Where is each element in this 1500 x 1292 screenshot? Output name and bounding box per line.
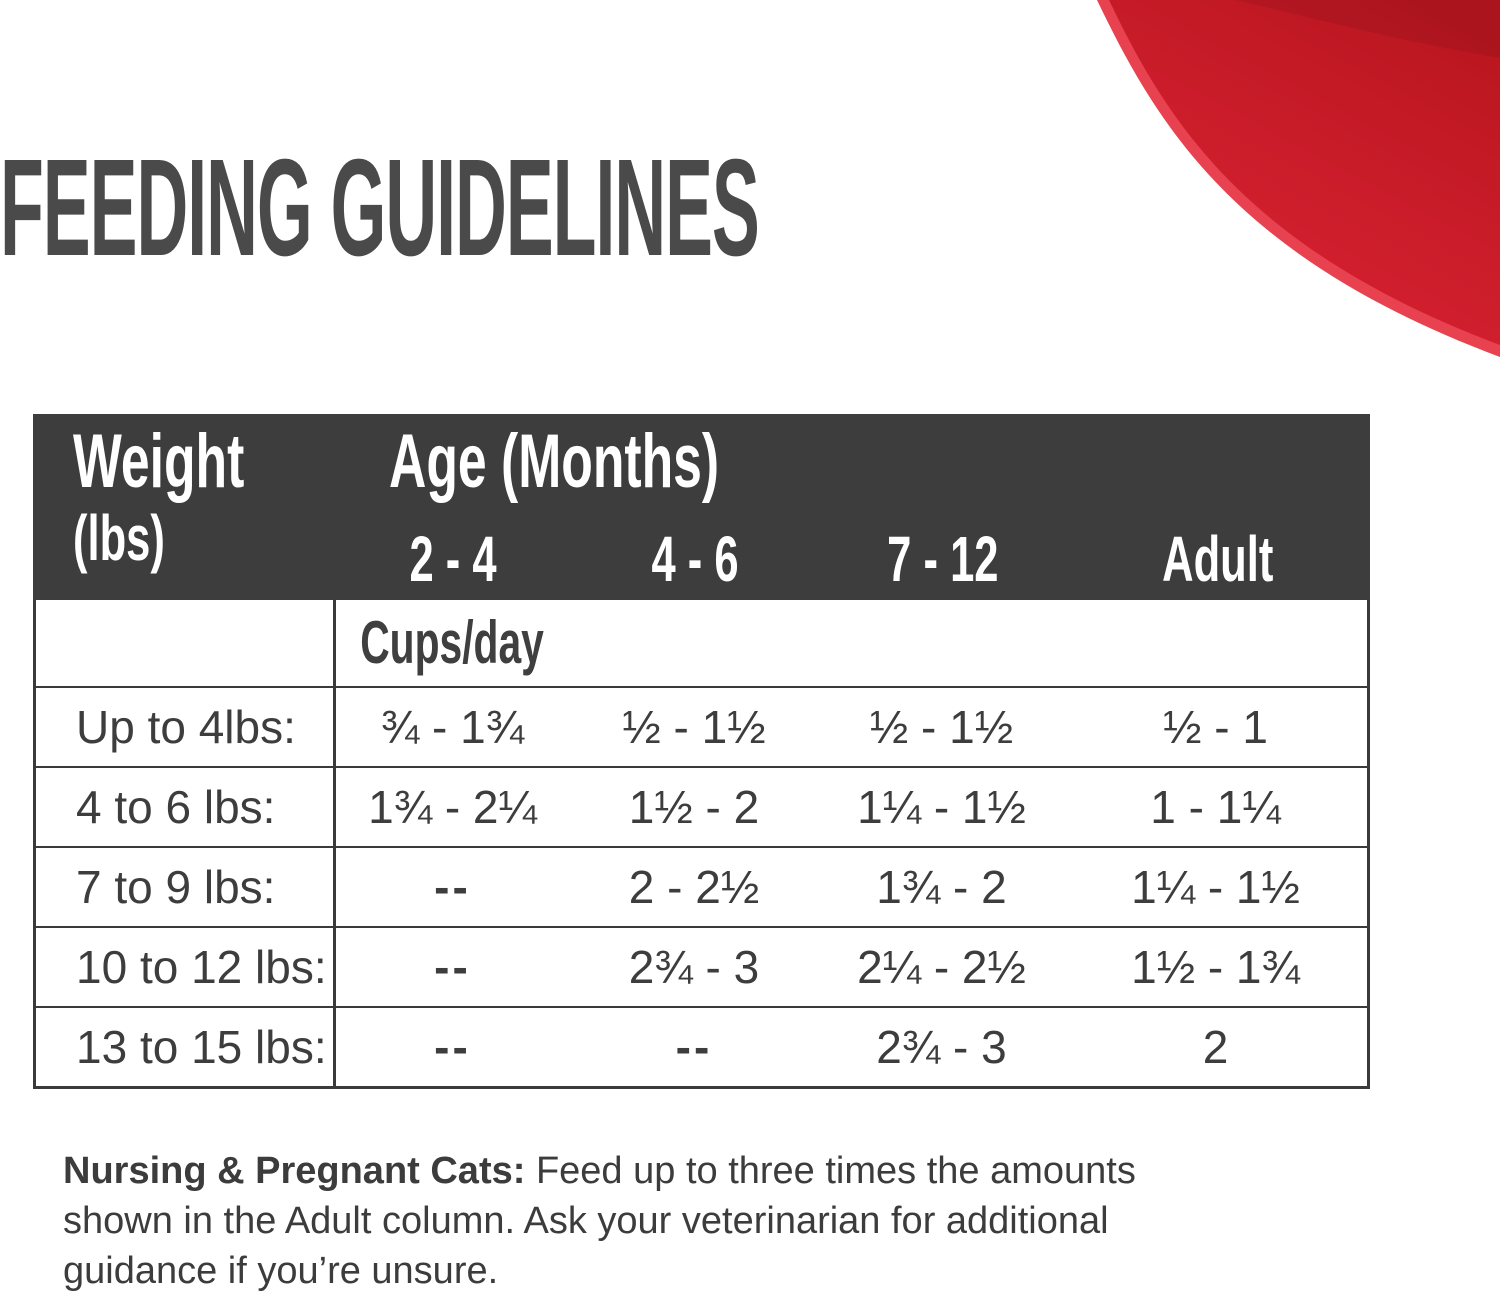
cups-value: -- [675, 1021, 713, 1073]
value-cell: 1¼ - 1½ [819, 768, 1064, 846]
footnote-line-3: guidance if you’re unsure. [63, 1250, 499, 1292]
cups-value: -- [434, 941, 471, 993]
cups-value: 2¼ - 2½ [857, 941, 1026, 993]
cups-value: ½ - 1½ [869, 701, 1014, 753]
weight-label: 4 to 6 lbs: [76, 781, 276, 833]
age-col-label: Adult [1161, 523, 1274, 595]
page-title: FEEDING GUIDELINES [0, 131, 760, 285]
value-cell: 1¾ - 2 [819, 848, 1064, 926]
value-cell: 2 - 2½ [569, 848, 819, 926]
value-cell: -- [336, 928, 569, 1006]
value-cell: 1¼ - 1½ [1064, 848, 1367, 926]
table-row: 10 to 12 lbs: -- 2¾ - 3 2¼ - 2½ 1½ - 1¾ [36, 926, 1367, 1006]
empty-cell [1064, 600, 1367, 686]
units-row: Cups/day [36, 600, 1367, 686]
age-subcolumns: 2 - 4 4 - 6 7 - 12 Adult [336, 524, 1370, 594]
cups-value: 2¾ - 3 [876, 1021, 1007, 1073]
cups-value: 2 - 2½ [628, 861, 760, 913]
cups-value: ¾ - 1¾ [380, 701, 525, 753]
cups-value: 1 - 1¼ [1150, 781, 1281, 833]
cups-value: ½ - 1½ [622, 701, 766, 753]
weight-cell: 10 to 12 lbs: [36, 928, 336, 1006]
value-cell: ½ - 1½ [819, 688, 1064, 766]
weight-label: Up to 4lbs: [76, 701, 296, 753]
weight-label: 10 to 12 lbs: [76, 941, 327, 993]
weight-cell: 7 to 9 lbs: [36, 848, 336, 926]
cups-value: 1¾ - 2¼ [368, 781, 537, 833]
footnote-line-1: Nursing & Pregnant Cats: Feed up to thre… [63, 1146, 1393, 1196]
cups-value: -- [434, 1021, 471, 1073]
cups-value: 1¾ - 2 [876, 861, 1007, 913]
value-cell: 2¼ - 2½ [819, 928, 1064, 1006]
value-cell: -- [569, 1008, 819, 1086]
cups-value: 1½ - 1¾ [1131, 941, 1300, 993]
value-cell: ¾ - 1¾ [336, 688, 569, 766]
value-cell: -- [336, 1008, 569, 1086]
cups-value: 2¾ - 3 [628, 941, 760, 993]
value-cell: 1 - 1¼ [1064, 768, 1367, 846]
age-col-label: 7 - 12 [886, 523, 999, 595]
weight-cell: 4 to 6 lbs: [36, 768, 336, 846]
age-col-header-adult: Adult [1065, 524, 1370, 594]
weight-unit-label: (lbs) [73, 502, 165, 574]
weight-column-header: Weight [73, 419, 245, 504]
age-col-label: 4 - 6 [651, 523, 739, 595]
empty-cell [819, 600, 1064, 686]
swoosh-main-shape [1109, 0, 1500, 345]
table-row: 13 to 15 lbs: -- -- 2¾ - 3 2 [36, 1006, 1367, 1086]
value-cell: 1½ - 1¾ [1064, 928, 1367, 1006]
footnote-text: Feed up to three times the amounts [525, 1150, 1136, 1192]
table-row: 7 to 9 lbs: -- 2 - 2½ 1¾ - 2 1¼ - 1½ [36, 846, 1367, 926]
weight-label: 7 to 9 lbs: [76, 861, 276, 913]
units-row-empty-cell [36, 600, 336, 686]
table-row: Up to 4lbs: ¾ - 1¾ ½ - 1½ ½ - 1½ ½ - 1 [36, 686, 1367, 766]
value-cell: 2¾ - 3 [819, 1008, 1064, 1086]
value-cell: 2 [1064, 1008, 1367, 1086]
cups-value: 2 [1202, 1021, 1229, 1073]
table-header: Weight (lbs) Age (Months) 2 - 4 4 - 6 7 … [33, 414, 1370, 600]
cups-value: -- [434, 861, 471, 913]
cups-value: 1½ - 2 [628, 781, 760, 833]
footnote-lead: Nursing & Pregnant Cats: [63, 1150, 526, 1192]
cups-value: ½ - 1 [1163, 701, 1268, 753]
value-cell: -- [336, 848, 569, 926]
feeding-table: Weight (lbs) Age (Months) 2 - 4 4 - 6 7 … [33, 414, 1370, 1089]
footnote-line-2: shown in the Adult column. Ask your vete… [63, 1200, 1109, 1242]
value-cell: 1¾ - 2¼ [336, 768, 569, 846]
footnote: Nursing & Pregnant Cats: Feed up to thre… [63, 1146, 1393, 1292]
units-cell: Cups/day [336, 600, 569, 686]
cups-value: 1¼ - 1½ [857, 781, 1026, 833]
value-cell: 1½ - 2 [569, 768, 819, 846]
age-col-header-7-12: 7 - 12 [820, 524, 1065, 594]
empty-cell [569, 600, 819, 686]
age-col-label: 2 - 4 [409, 523, 497, 595]
table-row: 4 to 6 lbs: 1¾ - 2¼ 1½ - 2 1¼ - 1½ 1 - 1… [36, 766, 1367, 846]
table-body: Cups/day Up to 4lbs: ¾ - 1¾ ½ - 1½ ½ - 1… [33, 600, 1370, 1089]
age-column-header: Age (Months) [389, 419, 720, 504]
age-col-header-4-6: 4 - 6 [570, 524, 820, 594]
cups-value: 1¼ - 1½ [1131, 861, 1300, 913]
swoosh-top-shade [1235, 0, 1500, 58]
value-cell: ½ - 1½ [569, 688, 819, 766]
age-col-header-2-4: 2 - 4 [336, 524, 570, 594]
weight-cell: Up to 4lbs: [36, 688, 336, 766]
weight-cell: 13 to 15 lbs: [36, 1008, 336, 1086]
value-cell: ½ - 1 [1064, 688, 1367, 766]
units-label: Cups/day [360, 609, 545, 676]
value-cell: 2¾ - 3 [569, 928, 819, 1006]
red-swoosh-decoration [1097, 0, 1500, 357]
weight-label: 13 to 15 lbs: [76, 1021, 327, 1073]
